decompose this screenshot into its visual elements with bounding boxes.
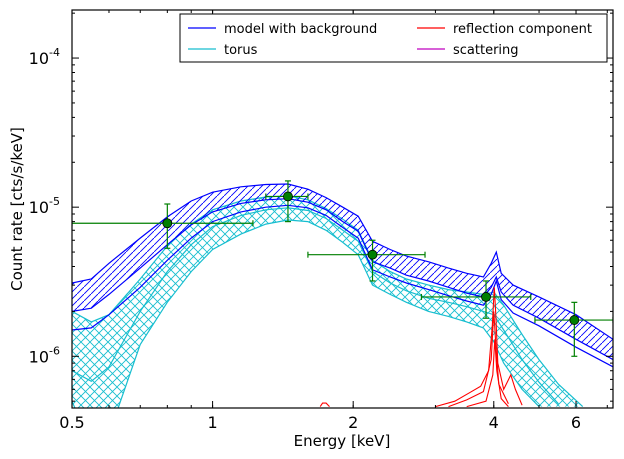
y-tick-base: 10 <box>29 49 49 68</box>
x-axis-label: Energy [keV] <box>294 432 391 450</box>
data-point-0 <box>72 203 254 249</box>
legend-label-model: model with background <box>224 22 377 37</box>
x-tick-label: 2 <box>348 413 358 432</box>
plot-area <box>72 183 613 408</box>
legend: model with background reflection compone… <box>179 13 608 63</box>
y-tick-label: 10-6 <box>29 344 60 366</box>
y-tick-base: 10 <box>29 347 49 366</box>
axis-ticks: 0.5 1 2 4 610-610-510-4 <box>29 10 613 432</box>
legend-label-reflection: reflection component <box>453 22 592 37</box>
model-with-background-central-line <box>72 204 613 368</box>
reflection-component-line-2 <box>466 339 509 408</box>
reflection-component-line-0 <box>435 287 523 408</box>
model-with-background-band <box>72 184 613 360</box>
data-point-marker <box>162 218 173 229</box>
data-point-3 <box>420 280 532 319</box>
y-tick-exponent: -4 <box>49 46 60 59</box>
y-tick-base: 10 <box>29 198 49 217</box>
torus-lower-line <box>72 219 540 408</box>
legend-box <box>179 13 608 63</box>
data-point-marker <box>283 191 293 202</box>
model-with-background-upper-line <box>72 183 613 340</box>
x-tick-label: 0.5 <box>59 413 84 432</box>
x-tick-label: 4 <box>489 413 499 432</box>
data-points <box>72 180 613 357</box>
data-point-marker <box>481 292 491 302</box>
legend-label-torus: torus <box>224 43 258 58</box>
y-tick-exponent: -6 <box>49 344 60 357</box>
legend-label-scattering: scattering <box>453 43 519 58</box>
y-tick-label: 10-4 <box>29 46 60 68</box>
data-point-4 <box>534 301 613 357</box>
data-point-marker <box>367 249 378 260</box>
plot-frame <box>71 9 614 409</box>
x-tick-label: 6 <box>571 413 581 432</box>
data-point-marker <box>569 315 580 325</box>
reflection-component-line-3 <box>319 402 330 407</box>
data-point-2 <box>307 239 426 282</box>
torus-central-line <box>72 207 559 405</box>
model-with-background-lower-line <box>72 198 613 361</box>
y-tick-exponent: -5 <box>49 195 60 208</box>
x-tick-label: 1 <box>207 413 217 432</box>
y-tick-label: 10-5 <box>29 195 60 217</box>
torus-band <box>72 195 583 408</box>
data-point-1 <box>265 180 309 223</box>
y-axis-label: Count rate [cts/s/keV] <box>8 127 26 291</box>
